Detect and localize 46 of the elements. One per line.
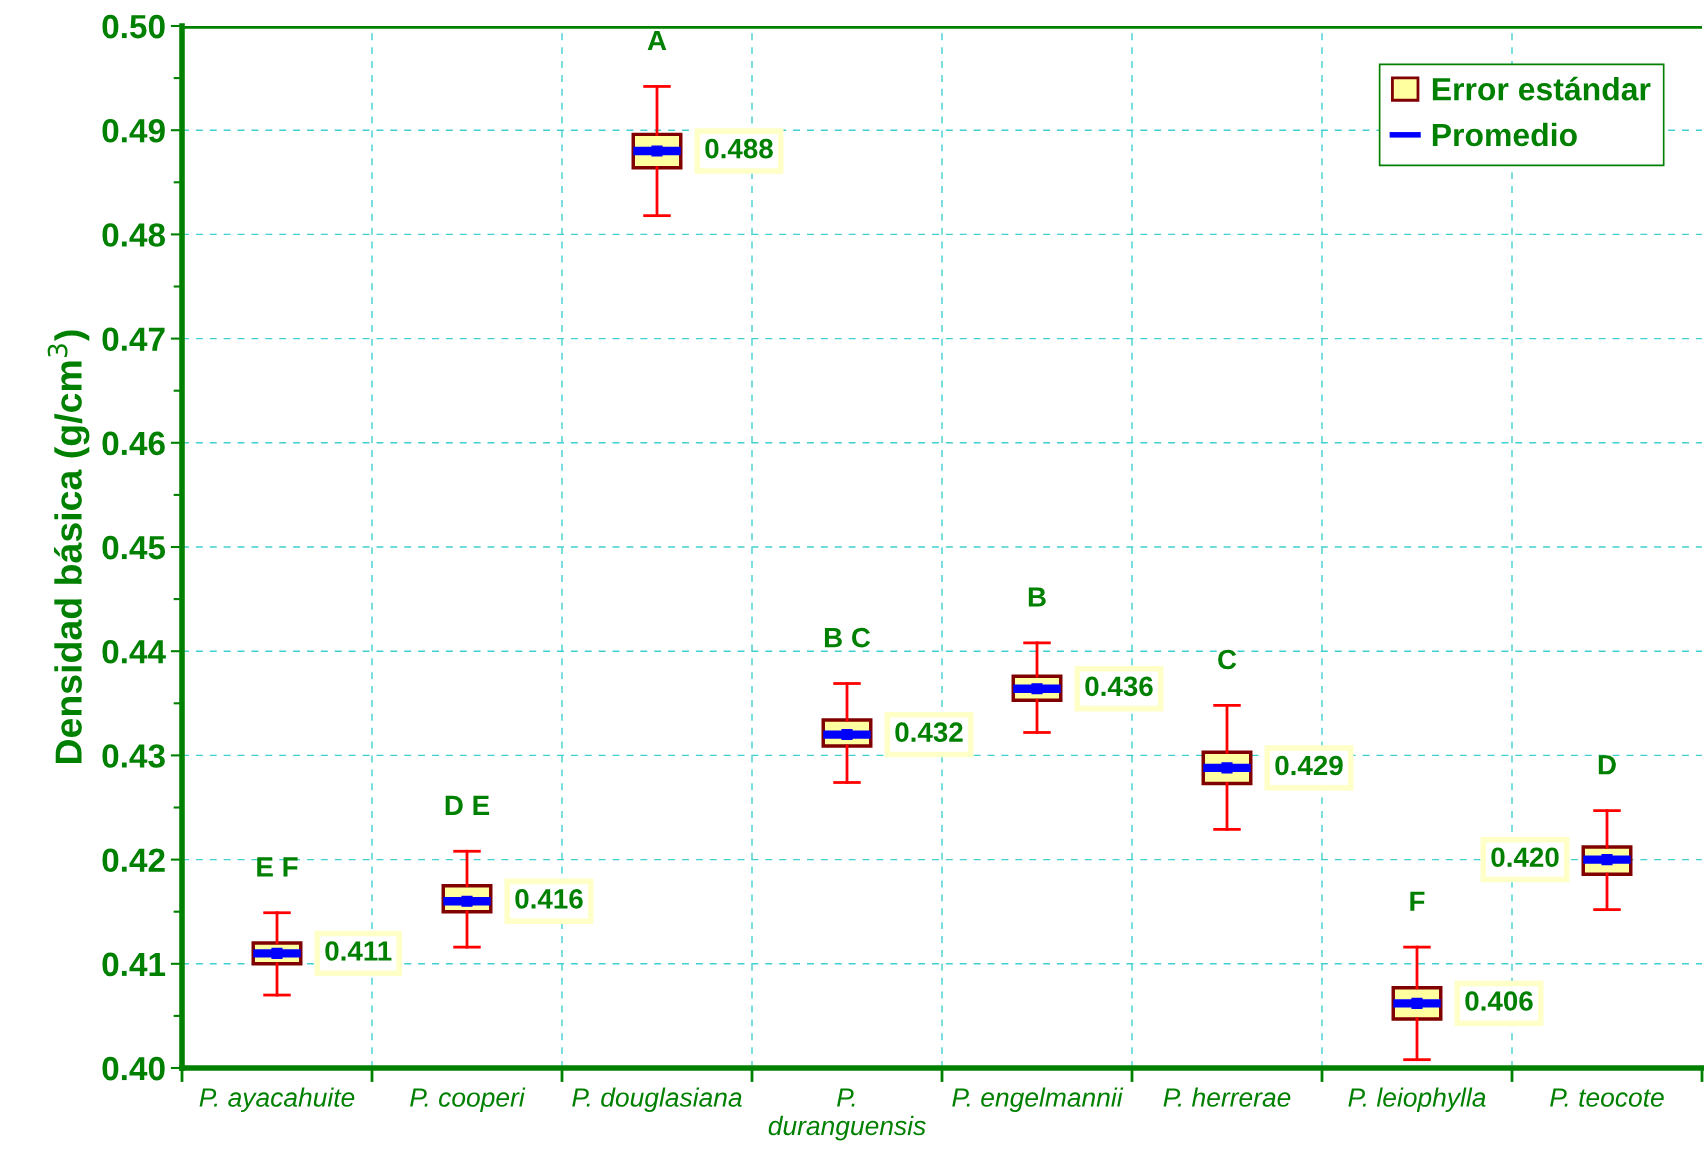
y-tick-label: 0.42 — [102, 848, 165, 873]
y-tick-label: 0.46 — [102, 431, 165, 456]
point — [651, 145, 663, 157]
y-tick-label: 0.45 — [102, 535, 166, 560]
x-tick-label: P. engelmannii — [952, 1087, 1124, 1113]
x-tick-label: P. ayacahuite — [199, 1087, 355, 1113]
text: 0.420 — [1491, 847, 1559, 868]
point — [841, 729, 853, 741]
annotation: B — [1028, 587, 1046, 607]
point — [271, 947, 283, 959]
annotation: A — [647, 31, 667, 51]
text: 0.411 — [325, 941, 392, 961]
x-tick-label: P. teocote — [1550, 1088, 1664, 1107]
x-tick-label: P. cooperi — [410, 1087, 526, 1113]
legend-label: Promedio — [1432, 122, 1577, 147]
point — [461, 895, 473, 907]
y-tick-label: 0.48 — [102, 223, 166, 247]
y-tick-label: 0.40 — [102, 1056, 165, 1081]
y-tick-label: 0.49 — [102, 119, 165, 143]
y-axis-title: Densidad básica (g/cm$^{3}$) — [47, 330, 90, 764]
text: 0.432 — [895, 722, 963, 743]
y-tick-label: 0.41 — [102, 952, 166, 977]
point — [1031, 683, 1043, 695]
text: 0.406 — [1465, 991, 1533, 1011]
y-tick-label: 0.43 — [102, 744, 165, 768]
text: 0.436 — [1085, 676, 1153, 697]
point — [1221, 762, 1233, 774]
legend-label: Error estándar — [1432, 76, 1651, 101]
x-tick-label: P. herrerae — [1163, 1087, 1291, 1107]
text: 0.488 — [705, 138, 773, 159]
y-tick-label: 0.50 — [102, 14, 165, 39]
annotation: F — [1410, 891, 1425, 911]
text: 0.429 — [1275, 755, 1343, 776]
x-tick-label: P. duranguensis — [768, 1088, 926, 1141]
annotation: E F — [257, 857, 298, 877]
annotation: D — [1598, 755, 1616, 775]
annotation: D E — [445, 795, 490, 815]
y-tick-label: 0.47 — [102, 327, 165, 352]
point — [1601, 854, 1613, 866]
annotation: C — [1218, 649, 1237, 670]
text: 0.416 — [515, 889, 583, 909]
annotation: B C — [824, 627, 871, 648]
y-tick-label: 0.44 — [102, 640, 166, 664]
x-tick-label: P. douglasiana — [572, 1087, 742, 1113]
point — [1411, 997, 1423, 1009]
x-tick-label: P. leiophylla — [1348, 1087, 1486, 1113]
